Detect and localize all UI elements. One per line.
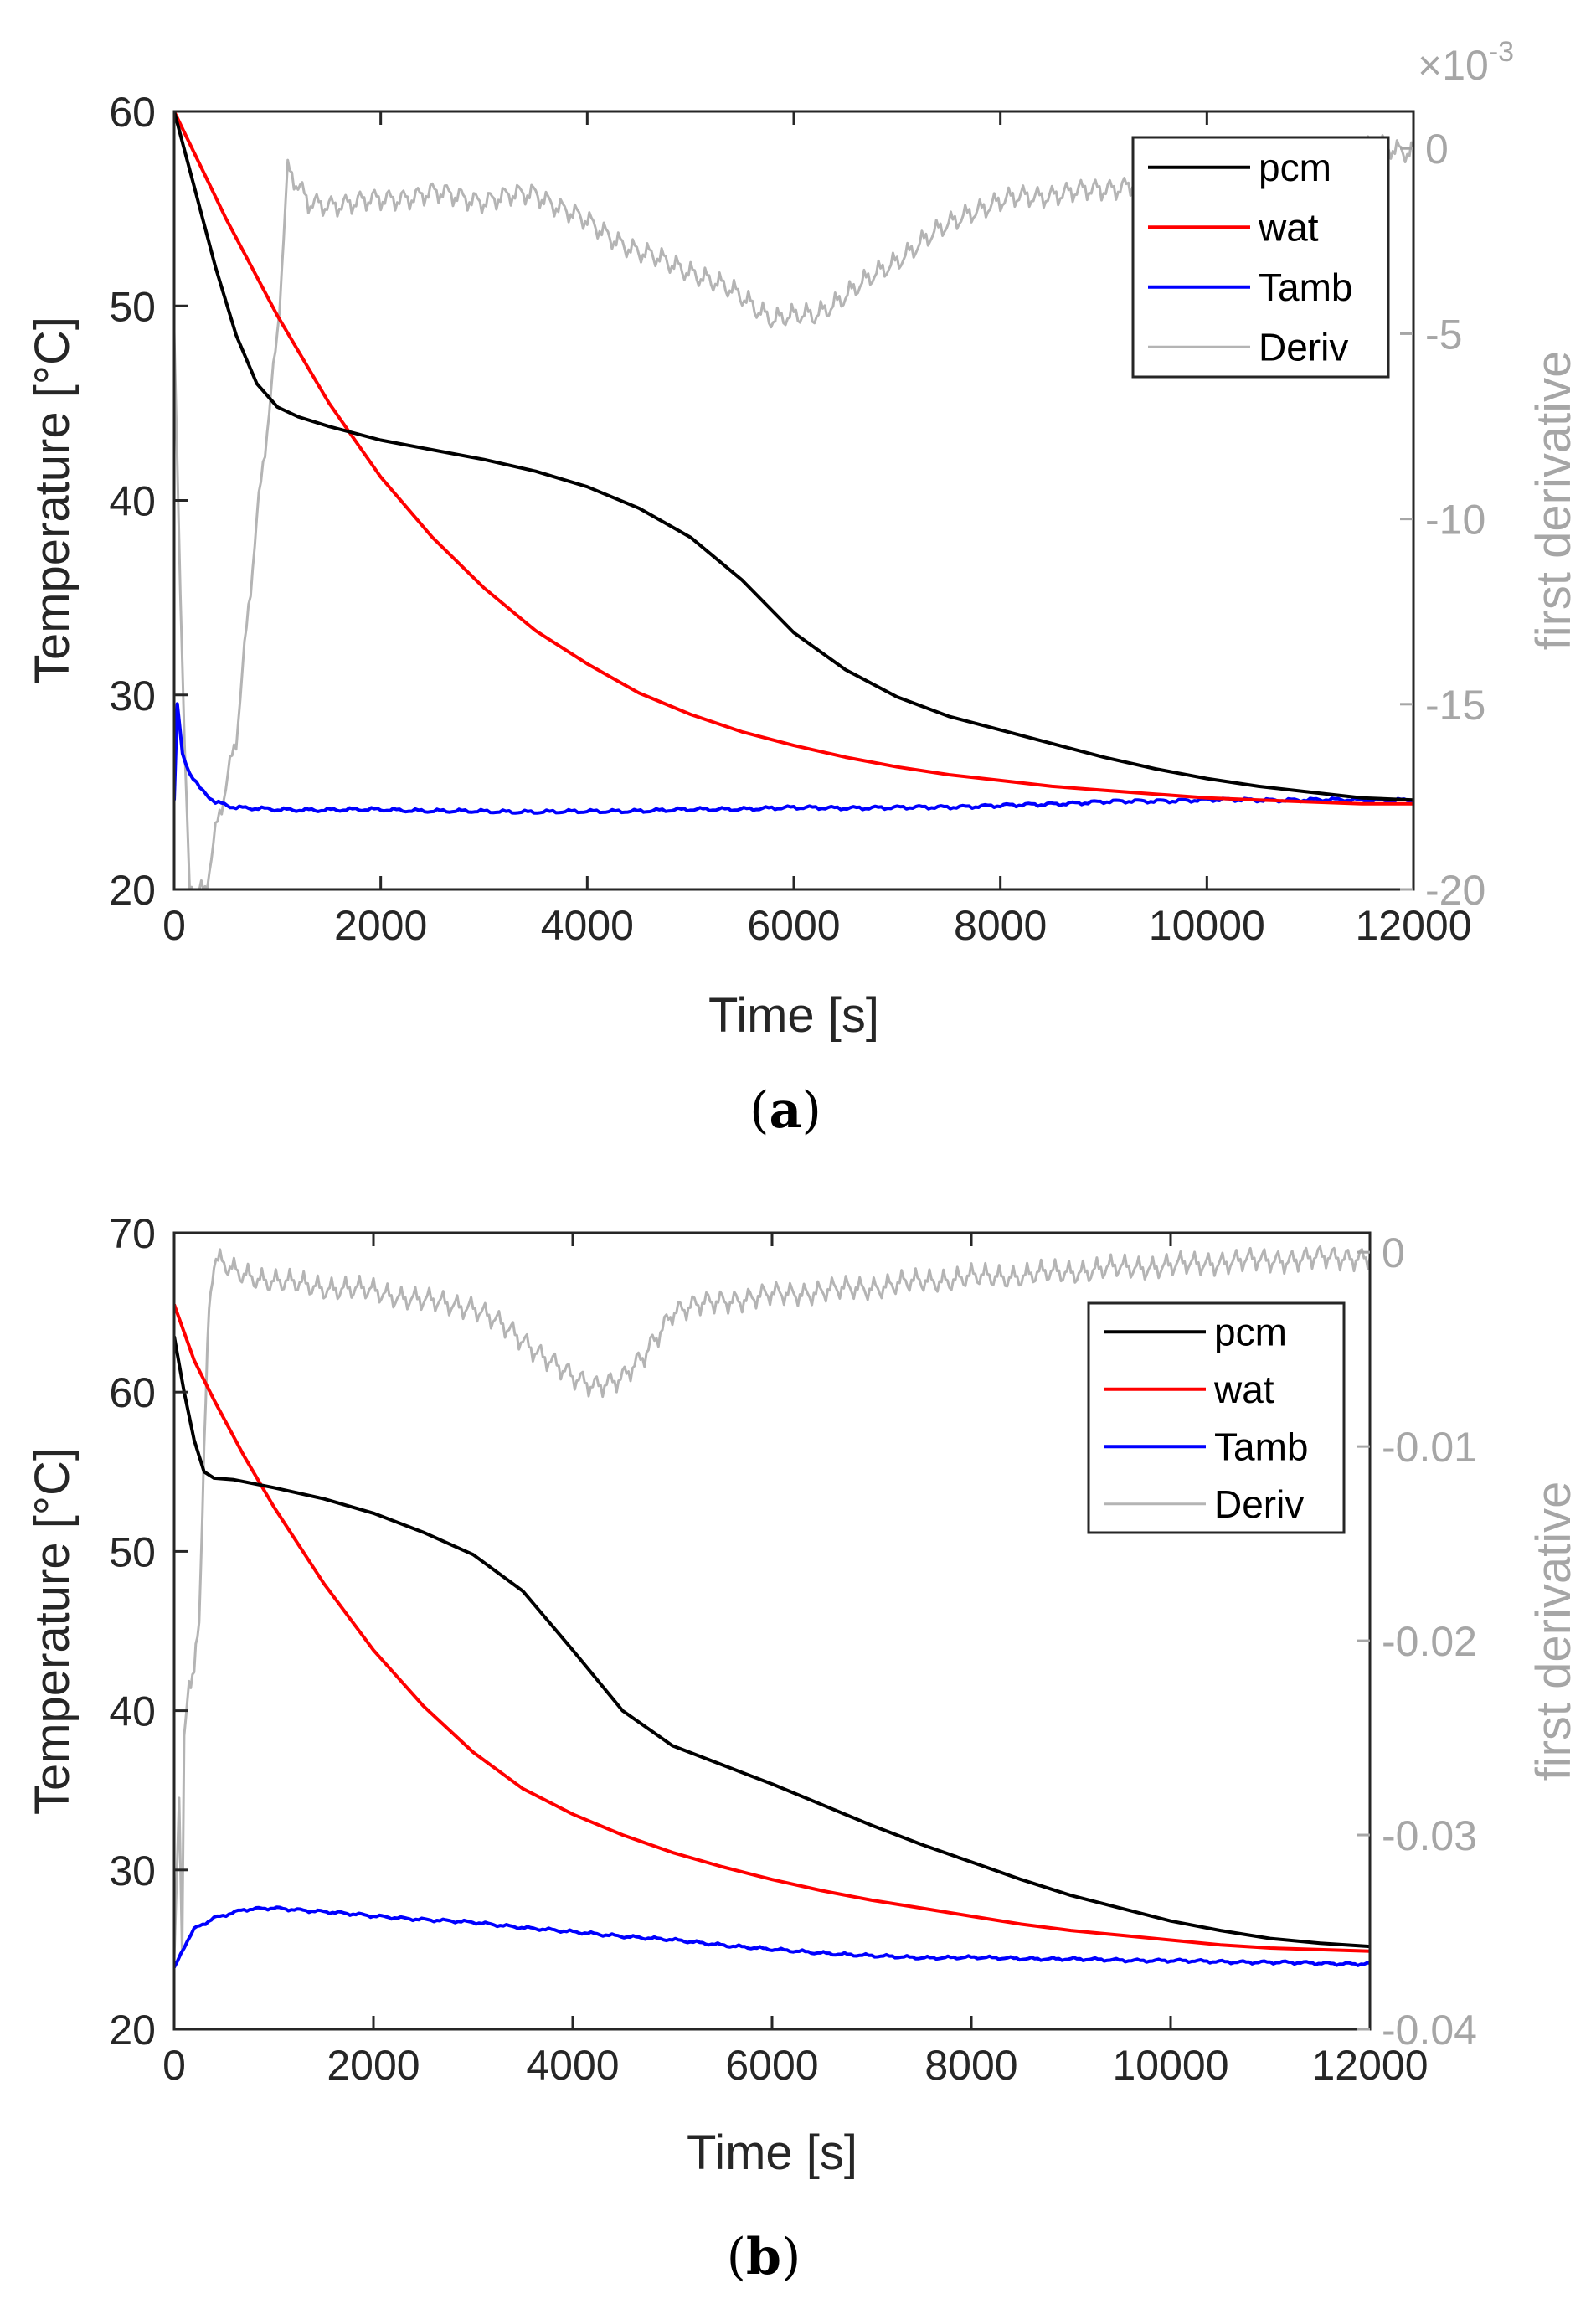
y-tick-label: 30 bbox=[109, 673, 156, 719]
y-right-tick-label: -15 bbox=[1425, 682, 1485, 729]
x-tick-label: 8000 bbox=[924, 2042, 1017, 2089]
y-right-tick-label: -5 bbox=[1425, 311, 1462, 358]
x-tick-label: 12000 bbox=[1311, 2042, 1428, 2089]
x-tick-label: 2000 bbox=[327, 2042, 420, 2089]
x-tick-label: 4000 bbox=[541, 902, 634, 949]
legend-label-deriv: Deriv bbox=[1259, 325, 1348, 369]
legend-label-pcm: pcm bbox=[1214, 1310, 1287, 1353]
y-tick-label: 30 bbox=[109, 1848, 156, 1894]
y-right-axis-title-a: first derivative bbox=[1526, 351, 1581, 651]
y-tick-label: 40 bbox=[109, 1688, 156, 1735]
y-right-axis-title-b: first derivative bbox=[1526, 1482, 1581, 1781]
y-tick-labels-a: 20 30 40 50 60 bbox=[109, 89, 156, 914]
series-line-tamb bbox=[174, 1905, 1370, 1969]
x-axis-title-b: Time [s] bbox=[687, 2126, 857, 2180]
legend-a: pcm wat Tamb Deriv bbox=[1131, 136, 1390, 379]
caption-letter-b: b bbox=[746, 2228, 781, 2286]
y-tick-label: 20 bbox=[109, 2007, 156, 2054]
series-line-wat bbox=[174, 1303, 1370, 1953]
right-axis-exponent-a: ×10-3 bbox=[1418, 36, 1514, 89]
x-axis-title-a: Time [s] bbox=[708, 988, 879, 1043]
plot-lines-b bbox=[174, 1245, 1370, 1969]
y-tick-labels-b: 20 30 40 50 60 70 bbox=[109, 1210, 156, 2054]
y-right-tick-label: -10 bbox=[1425, 497, 1485, 544]
legend-label-pcm: pcm bbox=[1259, 146, 1331, 189]
legend-label-tamb: Tamb bbox=[1214, 1425, 1308, 1468]
exponent-power: -3 bbox=[1489, 36, 1514, 68]
x-tick-label: 8000 bbox=[954, 902, 1047, 949]
y-tick-label: 60 bbox=[109, 89, 156, 136]
y-right-tick-labels-a: -20 -15 -10 -5 0 bbox=[1425, 126, 1485, 914]
exponent-base: ×10 bbox=[1418, 42, 1489, 89]
y-right-tick-label: -0.02 bbox=[1382, 1618, 1477, 1665]
y-right-tick-label: -0.01 bbox=[1382, 1424, 1477, 1471]
series-line-deriv bbox=[174, 1245, 1370, 1961]
legend-b: pcm wat Tamb Deriv bbox=[1087, 1301, 1346, 1534]
y-tick-label: 50 bbox=[109, 1528, 156, 1575]
tick-marks-b bbox=[172, 1231, 1372, 2031]
series-line-wat bbox=[174, 111, 1413, 806]
y-axis-title-b: Temperature [°C] bbox=[25, 1447, 80, 1815]
x-tick-label: 10000 bbox=[1112, 2042, 1228, 2089]
y-right-tick-label: -0.03 bbox=[1382, 1812, 1477, 1859]
chart-panel-b: 0 2000 4000 6000 8000 10000 12000 20 30 40 50 60 70… bbox=[25, 1210, 1581, 2286]
y-right-tick-label: -0.04 bbox=[1382, 2007, 1477, 2054]
caption-b: (b) bbox=[727, 2228, 801, 2286]
legend-label-wat: wat bbox=[1258, 205, 1319, 249]
y-tick-label: 60 bbox=[109, 1369, 156, 1416]
tick-marks-a bbox=[172, 110, 1415, 891]
x-tick-label: 0 bbox=[162, 2042, 186, 2089]
x-tick-label: 2000 bbox=[334, 902, 427, 949]
y-right-tick-labels-b: -0.04 -0.03 -0.02 -0.01 0 bbox=[1382, 1229, 1477, 2054]
x-tick-label: 6000 bbox=[747, 902, 840, 949]
y-right-tick-label: -20 bbox=[1425, 867, 1485, 914]
caption-a: (a) bbox=[749, 1081, 821, 1140]
y-right-tick-label: 0 bbox=[1382, 1229, 1405, 1276]
legend-box-a bbox=[1131, 136, 1390, 379]
x-tick-labels-b: 0 2000 4000 6000 8000 10000 12000 bbox=[162, 2042, 1428, 2089]
y-tick-label: 20 bbox=[109, 867, 156, 914]
series-line-pcm bbox=[174, 111, 1413, 802]
x-tick-label: 4000 bbox=[526, 2042, 619, 2089]
legend-label-wat: wat bbox=[1213, 1368, 1274, 1411]
legend-label-tamb: Tamb bbox=[1259, 265, 1352, 309]
caption-letter-a: a bbox=[770, 1081, 802, 1140]
x-tick-label: 6000 bbox=[725, 2042, 818, 2089]
x-tick-label: 12000 bbox=[1355, 902, 1471, 949]
x-tick-labels-a: 0 2000 4000 6000 8000 10000 12000 bbox=[162, 902, 1471, 949]
chart-panel-a: 0 2000 4000 6000 8000 10000 12000 20 30 40 50 60 -… bbox=[25, 36, 1581, 1140]
y-tick-label: 40 bbox=[109, 478, 156, 525]
y-tick-label: 70 bbox=[109, 1210, 156, 1257]
legend-box-b bbox=[1087, 1301, 1346, 1534]
y-axis-title-a: Temperature [°C] bbox=[25, 317, 80, 684]
y-right-tick-label: 0 bbox=[1425, 126, 1449, 173]
x-tick-label: 0 bbox=[162, 902, 186, 949]
series-line-pcm bbox=[174, 1336, 1370, 1949]
y-tick-label: 50 bbox=[109, 283, 156, 330]
x-tick-label: 10000 bbox=[1149, 902, 1265, 949]
legend-label-deriv: Deriv bbox=[1214, 1482, 1304, 1526]
